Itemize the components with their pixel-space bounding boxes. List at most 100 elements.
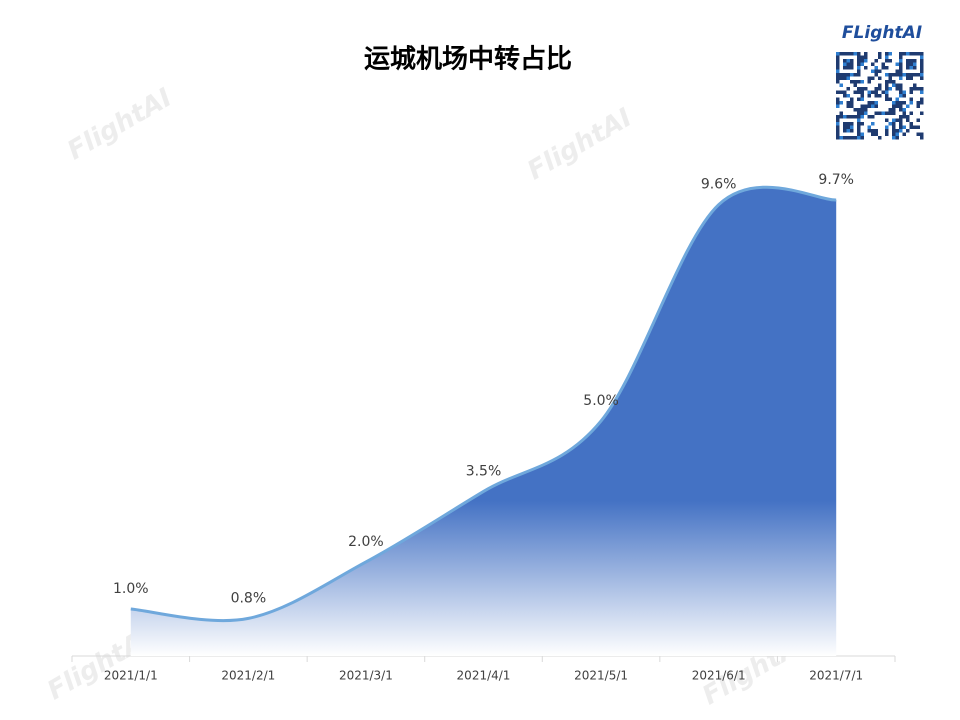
qr-cell: [874, 90, 878, 94]
qr-cell: [895, 83, 899, 87]
qr-cell: [860, 62, 864, 66]
qr-cell: [878, 52, 882, 56]
qr-cell: [864, 104, 868, 108]
qr-cell: [846, 122, 850, 126]
qr-cell: [857, 111, 861, 115]
qr-cell: [857, 69, 861, 73]
qr-cell: [843, 94, 847, 98]
qr-cell: [867, 115, 871, 119]
qr-cell: [906, 59, 910, 63]
qr-cell: [857, 97, 861, 101]
qr-cell: [850, 73, 854, 77]
qr-cell: [871, 129, 875, 133]
qr-cell: [874, 129, 878, 133]
qr-cell: [899, 90, 903, 94]
qr-cell: [860, 90, 864, 94]
qr-cell: [874, 87, 878, 91]
area: [130, 187, 837, 656]
qr-cell: [836, 101, 840, 105]
qr-cell: [885, 132, 889, 136]
qr-cell: [888, 52, 892, 56]
qr-cell: [892, 129, 896, 133]
qr-cell: [920, 101, 924, 105]
qr-cell: [899, 87, 903, 91]
qr-cell: [909, 101, 913, 105]
qr-cell: [895, 101, 899, 105]
qr-cell: [899, 52, 903, 56]
qr-cell: [885, 55, 889, 59]
logo: FLightAI: [842, 23, 922, 43]
qr-cell: [850, 125, 854, 129]
qr-cell: [881, 90, 885, 94]
qr-cell: [909, 59, 913, 63]
qr-cell: [846, 101, 850, 105]
qr-cell: [860, 115, 864, 119]
qr-cell: [850, 62, 854, 66]
qr-cell: [843, 115, 847, 119]
qr-cell: [857, 73, 861, 77]
qr-cell: [871, 76, 875, 80]
qr-cell: [843, 76, 847, 80]
qr-cell: [857, 62, 861, 66]
qr-cell: [843, 136, 847, 140]
qr-cell: [895, 62, 899, 66]
qr-cell: [860, 104, 864, 108]
qr-cell: [902, 111, 906, 115]
qr-cell: [864, 66, 868, 70]
qr-cell: [874, 111, 878, 115]
qr-cell: [836, 52, 840, 56]
qr-cell: [920, 59, 924, 63]
qr-cell: [899, 115, 903, 119]
qr-cell: [920, 111, 924, 115]
qr-cell: [899, 125, 903, 129]
qr-cell: [920, 62, 924, 66]
qr-cell: [920, 55, 924, 59]
qr-cell: [836, 73, 840, 77]
qr-cell: [902, 101, 906, 105]
x-tick-label: 2021/3/1: [339, 669, 393, 683]
qr-cell: [843, 52, 847, 56]
data-label: 0.8%: [231, 590, 267, 606]
qr-cell: [888, 111, 892, 115]
qr-cell: [885, 125, 889, 129]
qr-cell: [850, 115, 854, 119]
qr-cell: [916, 125, 920, 129]
qr-cell: [839, 136, 843, 140]
qr-cell: [895, 87, 899, 91]
qr-cell: [906, 104, 910, 108]
qr-cell: [853, 73, 857, 77]
qr-cell: [850, 80, 854, 84]
x-tick-label: 2021/1/1: [104, 669, 158, 683]
qr-cell: [860, 136, 864, 140]
qr-cell: [864, 52, 868, 56]
qr-cell: [843, 73, 847, 77]
qr-cell: [853, 52, 857, 56]
qr-cell: [913, 52, 917, 56]
qr-cell: [850, 52, 854, 56]
qr-cell: [867, 76, 871, 80]
qr-cell: [888, 108, 892, 112]
qr-cell: [920, 90, 924, 94]
qr-cell: [871, 101, 875, 105]
qr-cell: [836, 76, 840, 80]
qr-cell: [871, 122, 875, 126]
qr-cell: [885, 118, 889, 122]
qr-cell: [916, 73, 920, 77]
x-tick-label: 2021/7/1: [809, 669, 863, 683]
qr-cell: [839, 101, 843, 105]
qr-cell: [860, 80, 864, 84]
qr-cell: [857, 90, 861, 94]
qr-cell: [892, 108, 896, 112]
qr-cell: [885, 83, 889, 87]
qr-cell: [916, 101, 920, 105]
qr-cell: [860, 55, 864, 59]
qr-cell: [899, 83, 903, 87]
qr-cell: [906, 66, 910, 70]
qr-cell: [839, 52, 843, 56]
x-tick-label: 2021/4/1: [457, 669, 511, 683]
qr-cell: [895, 132, 899, 136]
qr-cell: [920, 66, 924, 70]
qr-cell: [857, 125, 861, 129]
qr-cell: [836, 129, 840, 133]
